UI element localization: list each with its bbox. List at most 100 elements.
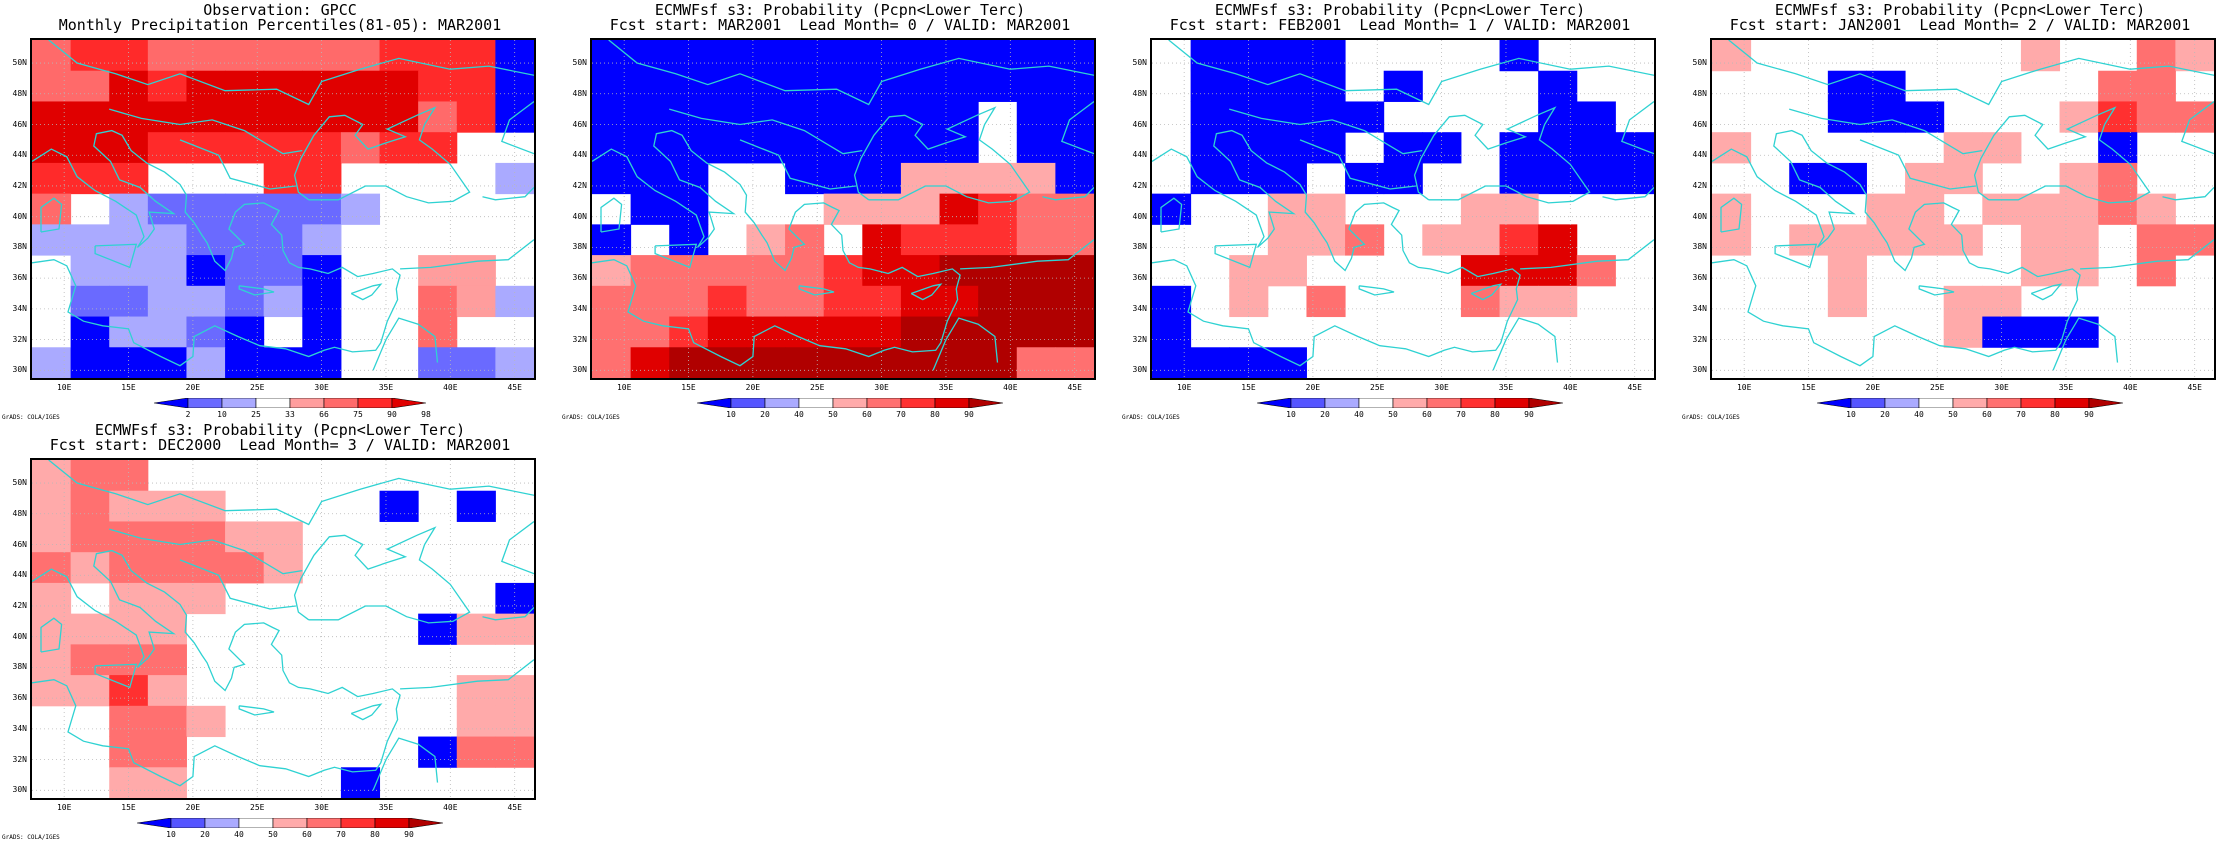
grid-cell <box>900 162 941 195</box>
grid-cell <box>669 255 709 287</box>
coastline <box>1602 187 1654 201</box>
longitude-tick-label: 25E <box>1930 383 1945 392</box>
grid-cell <box>1538 132 1578 164</box>
coastline <box>32 129 401 367</box>
grid-cell <box>978 224 1018 256</box>
latitude-tick-label: 34N <box>572 303 587 313</box>
legend-label: 98 <box>421 410 431 419</box>
latitude-tick-label: 50N <box>572 58 587 68</box>
grid-cell <box>900 347 941 378</box>
legend-label: 60 <box>1982 410 1992 419</box>
color-legend <box>154 398 426 408</box>
legend-label: 40 <box>1914 410 1924 419</box>
grid-cell <box>70 162 110 195</box>
grid-cell <box>418 132 458 164</box>
color-legend <box>1817 398 2123 408</box>
grid-cell <box>1055 162 1094 195</box>
grid-cell <box>707 285 747 318</box>
legend-swatch <box>1918 398 1954 408</box>
grid-cell <box>418 70 458 102</box>
grid-cell <box>32 162 72 195</box>
latitude-tick-label: 42N <box>12 180 27 190</box>
grid-cell <box>630 285 670 318</box>
legend-swatch <box>289 398 325 408</box>
coastline <box>372 317 439 371</box>
map-canvas <box>32 40 534 378</box>
coastline <box>853 106 1031 204</box>
grid-cell <box>109 613 149 645</box>
grid-cell <box>109 285 149 318</box>
grid-cell <box>2136 101 2176 133</box>
grid-cell <box>186 490 226 522</box>
legend-label: 60 <box>862 410 872 419</box>
grid-cell <box>592 224 632 256</box>
grid-cell <box>263 101 303 133</box>
grid-cell <box>900 40 941 72</box>
panel-title-line-2: Fcst start: MAR2001 Lead Month= 0 / VALI… <box>609 16 1071 34</box>
coastline <box>2162 187 2214 201</box>
coastline <box>400 659 534 690</box>
grid-cell <box>109 70 149 102</box>
color-legend <box>137 818 443 828</box>
legend-swatch <box>832 398 868 408</box>
coastline <box>1060 100 1094 155</box>
grid-cell <box>746 224 786 256</box>
legend-swatch <box>1426 398 1462 408</box>
legend-swatch <box>187 398 223 408</box>
coastline <box>48 40 534 106</box>
grid-cell <box>1538 224 1578 256</box>
grid-cell <box>32 552 72 584</box>
grid-cell <box>1383 132 1423 164</box>
legend-swatch <box>357 398 393 408</box>
longitude-tick-label: 10E <box>1736 383 1752 392</box>
grid-cell <box>186 521 226 553</box>
grid-cell <box>2175 40 2214 72</box>
coastline <box>40 197 63 233</box>
coastline <box>739 139 856 190</box>
grid-cell <box>978 316 1018 348</box>
grid-cell <box>900 193 941 225</box>
grid-cell <box>186 70 226 102</box>
longitude-tick-label: 45E <box>1067 383 1082 392</box>
grid-cell <box>1615 162 1654 195</box>
latitude-tick-label: 38N <box>12 662 27 672</box>
grid-cell <box>32 644 72 676</box>
map-canvas <box>592 40 1094 378</box>
longitude-tick-label: 30E <box>1434 383 1449 392</box>
panel-title-line-2: Fcst start: JAN2001 Lead Month= 2 / VALI… <box>1729 16 2191 34</box>
grid-cell <box>263 552 303 584</box>
grid-cell <box>186 582 226 615</box>
legend-swatch <box>204 818 240 828</box>
grid-cell <box>456 101 496 133</box>
panel-title-line-2: Fcst start: DEC2000 Lead Month= 3 / VALI… <box>49 436 511 454</box>
grid-cell <box>109 521 149 553</box>
grid-cell <box>1229 285 1269 318</box>
grid-cell <box>862 224 902 256</box>
grid-cell <box>785 101 825 133</box>
latitude-tick-label: 48N <box>572 88 587 98</box>
latitude-tick-label: 30N <box>1132 365 1147 375</box>
grid-cell <box>32 521 72 553</box>
grid-cell <box>70 316 110 348</box>
grid-cell <box>978 347 1018 378</box>
grid-cell <box>592 101 632 133</box>
grid-cell <box>669 70 709 102</box>
latitude-tick-label: 46N <box>1692 119 1707 129</box>
grid-cell <box>340 193 381 225</box>
grid-cell <box>707 347 747 378</box>
grid-cell <box>70 552 110 584</box>
longitude-tick-label: 10E <box>56 383 72 392</box>
latitude-tick-label: 42N <box>1132 180 1147 190</box>
legend-swatch <box>408 818 443 828</box>
grid-cell <box>225 70 265 102</box>
grid-cell <box>1712 132 1752 164</box>
grid-cell <box>1267 40 1307 72</box>
coastline <box>179 139 296 190</box>
grid-cell <box>418 736 458 768</box>
grid-cell <box>669 40 709 72</box>
grid-cell <box>1827 70 1867 102</box>
grid-cell <box>302 70 342 102</box>
coastline <box>2030 283 2063 301</box>
latitude-tick-label: 40N <box>1132 211 1147 221</box>
legend-swatch <box>1817 398 1852 408</box>
